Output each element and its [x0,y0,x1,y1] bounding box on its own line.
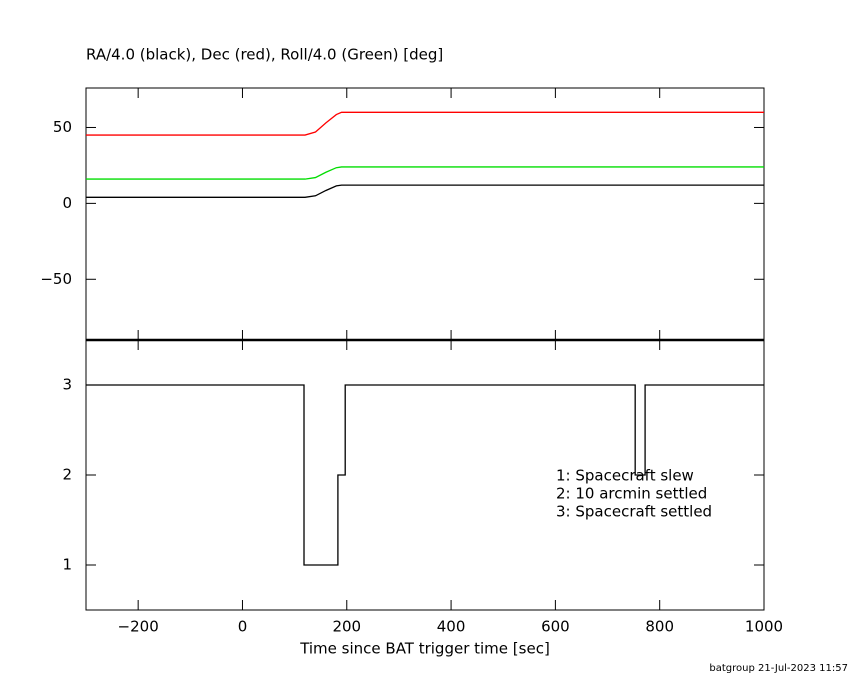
annotation: 2: 10 arcmin settled [556,485,707,503]
x-tick-label: 600 [541,618,570,636]
x-tick-label: −200 [118,618,159,636]
data-line [86,384,764,566]
x-tick-label: 400 [437,618,466,636]
y-tick-label: 1 [62,556,72,574]
x-tick-label: 1000 [745,618,783,636]
y-tick-label: 50 [53,118,72,136]
data-line [86,166,764,180]
y-tick-label: 0 [62,194,72,212]
y-tick-label: 2 [62,466,72,484]
footer: batgroup 21-Jul-2023 11:57 [709,663,848,674]
y-tick-label: 3 [62,376,72,394]
x-tick-label: 200 [332,618,361,636]
chart-title: RA/4.0 (black), Dec (red), Roll/4.0 (Gre… [86,46,443,64]
x-tick-label: 0 [238,618,248,636]
annotation: 3: Spacecraft settled [556,503,712,521]
plot-frame [85,87,765,341]
data-line [86,111,764,136]
annotation: 1: Spacecraft slew [556,467,694,485]
data-line [86,184,764,198]
y-tick-label: −50 [40,270,72,288]
x-tick-label: 800 [645,618,674,636]
x-axis-label: Time since BAT trigger time [sec] [299,640,550,658]
